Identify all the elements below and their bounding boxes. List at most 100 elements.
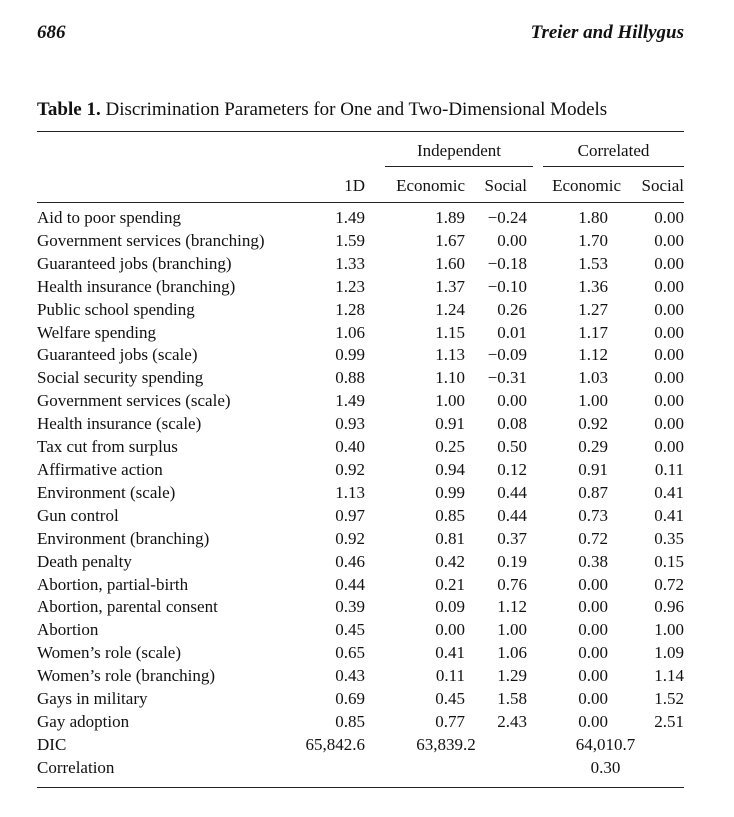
table-cell: 0.00 [654,230,684,250]
table-cell: 1.52 [654,689,684,709]
correlation-independent [365,757,527,780]
table-caption: Table 1. Discrimination Parameters for O… [37,99,607,121]
table-cell: 0.00 [435,620,465,640]
table-cell: 0.00 [578,574,608,594]
table-cell: 0.00 [654,414,684,434]
table-cell: 0.81 [435,528,465,548]
dic-row: DIC 65,842.6 63,839.2 64,010.7 [37,734,684,757]
table-cell: 0.09 [435,597,465,617]
table-cell: 0.00 [654,322,684,342]
table-cell: 0.73 [578,505,608,525]
table-cell: 0.99 [335,345,365,365]
row-label: Government services (scale) [37,391,231,411]
table-cell: 0.00 [654,276,684,296]
table-label: Table 1. [37,99,101,120]
correlation-row: Correlation 0.30 [37,757,684,780]
table-cell: 0.00 [578,689,608,709]
table-cell: 0.37 [497,528,527,548]
table-cell: 1.53 [578,253,608,273]
table-cell: 0.19 [497,551,527,571]
table-cell: 1.24 [435,299,465,319]
table-cell: 0.00 [654,368,684,388]
row-label: Abortion, parental consent [37,597,218,617]
table-cell: 0.11 [654,459,684,479]
table-cell: 0.92 [335,459,365,479]
table-row: Abortion 0.45 0.00 1.00 0.00 1.00 [37,619,684,642]
row-label: DIC [37,734,67,754]
table-cell: 0.91 [435,414,465,434]
table-cell: 0.00 [654,253,684,273]
table-cell: 1.37 [435,276,465,296]
table-cell: 1.27 [578,299,608,319]
table-row: Women’s role (branching) 0.43 0.11 1.29 0.00… [37,665,684,688]
running-head: Treier and Hillygus [530,22,684,43]
table-cell: −0.24 [487,208,527,227]
table-row: Guaranteed jobs (branching) 1.33 1.60 −0.18… [37,253,684,276]
table-cell: 0.15 [654,551,684,571]
table-row: Gun control 0.97 0.85 0.44 0.73 0.41 [37,505,684,528]
table-row: Abortion, parental consent 0.39 0.09 1.12 0.… [37,596,684,619]
table-cell: 1.10 [435,368,465,388]
table-cell: 0.00 [578,643,608,663]
table-row: Welfare spending 1.06 1.15 0.01 1.17 0.00 [37,322,684,345]
table-cell: 1.06 [497,643,527,663]
row-label: Gay adoption [37,711,130,731]
table-cell: −0.31 [487,368,527,388]
column-header-correlated-economic: Economic [552,176,621,195]
table-cell: 1.00 [435,391,465,411]
table-cell: 0.00 [578,620,608,640]
table-row: Environment (scale) 1.13 0.99 0.44 0.87 0.41 [37,482,684,505]
table-cell: 1.17 [578,322,608,342]
table-cell: 1.59 [335,230,365,250]
table-row: Social security spending 0.88 1.10 −0.31 1.0… [37,367,684,390]
table-cell: 1.00 [654,620,684,640]
table-cell: 0.65 [335,643,365,663]
table-cell: 1.60 [435,253,465,273]
table-cell: 0.00 [654,391,684,411]
table-cell: 0.00 [578,597,608,617]
row-label: Environment (branching) [37,528,210,548]
table-cell: 0.44 [497,482,527,502]
table-cell: 0.69 [335,689,365,709]
table-cell: 0.00 [654,345,684,365]
table-cell: 0.00 [654,437,684,457]
correlation-1d [297,757,365,780]
row-label: Affirmative action [37,459,163,479]
table-cell: 0.45 [435,689,465,709]
table-cell: 1.03 [578,368,608,388]
bottom-rule [37,787,684,789]
group-rule-correlated [543,166,684,167]
table-cell: 1.28 [335,299,365,319]
column-header-correlated-social: Social [641,176,685,195]
row-label: Abortion, partial-birth [37,574,189,594]
table-cell: 0.41 [435,643,465,663]
top-rule [37,131,684,133]
table-cell: 0.50 [497,437,527,457]
row-label: Environment (scale) [37,482,176,502]
column-header-1d: 1D [344,176,365,195]
table-cell: 0.93 [335,414,365,434]
row-label: Death penalty [37,551,132,571]
table-cell: 0.38 [578,551,608,571]
table-cell: 1.00 [497,620,527,640]
table-row: Gay adoption 0.85 0.77 2.43 0.00 2.51 [37,711,684,734]
table-row: Women’s role (scale) 0.65 0.41 1.06 0.00 1.09 [37,642,684,665]
table-cell: 1.13 [335,482,365,502]
row-label: Health insurance (scale) [37,414,202,434]
table-cell: 1.06 [335,322,365,342]
table-row: Tax cut from surplus 0.40 0.25 0.50 0.29 0.00 [37,436,684,459]
table-cell: 0.39 [335,597,365,617]
table-cell: 0.01 [497,322,527,342]
row-label: Tax cut from surplus [37,437,178,457]
table-cell: 1.58 [497,689,527,709]
table-cell: 0.21 [435,574,465,594]
row-label: Health insurance (branching) [37,276,236,296]
table-cell: 1.80 [578,208,608,227]
table-row: Aid to poor spending 1.49 1.89 −0.24 1.80 0.0… [37,207,684,230]
table-row: Abortion, partial-birth 0.44 0.21 0.76 0.00 0… [37,574,684,597]
table-cell: −0.10 [487,276,527,296]
table-cell: 1.70 [578,230,608,250]
table-cell: 1.13 [435,345,465,365]
table-cell: 0.00 [497,230,527,250]
table-cell: 0.41 [654,482,684,502]
